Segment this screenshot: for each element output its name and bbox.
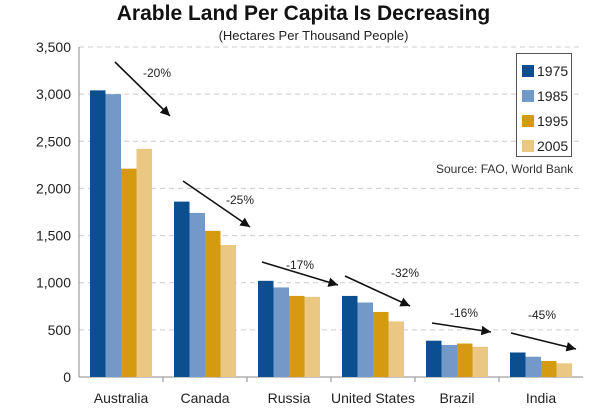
y-tick-label: 2,500 [36,133,71,149]
bar-russia-1985 [273,287,289,377]
bar-united-states-1975 [342,295,358,377]
y-tick-label: 500 [48,322,72,338]
bar-united-states-2005 [388,321,404,377]
bar-united-states-1995 [373,311,389,377]
bar-russia-1975 [258,280,274,377]
bar-india-1985 [525,356,541,377]
y-tick-label: 3,000 [36,86,71,102]
legend-item: 1985 [522,83,571,108]
bar-brazil-1995 [457,343,473,377]
bar-australia-1985 [105,94,121,378]
legend-swatch [522,139,534,152]
bar-russia-2005 [304,296,320,377]
bar-united-states-1985 [357,302,373,377]
bar-india-2005 [556,363,572,377]
trend-arrow [261,261,339,287]
x-tick-label: India [526,390,557,406]
bar-australia-1975 [90,90,106,377]
bar-russia-1995 [289,295,305,377]
bar-india-1995 [541,360,557,377]
bar-canada-1995 [205,230,221,377]
trend-arrow [182,180,251,228]
legend-item: 1975 [522,58,571,83]
legend-label: 1985 [537,87,569,104]
y-tick-label: 2,000 [36,180,71,196]
chart-subtitle: (Hectares Per Thousand People) [218,28,409,43]
trend-arrow [114,61,171,117]
legend-item: 1995 [522,108,571,133]
percent-change-label: -45% [528,308,556,322]
bar-australia-2005 [136,148,152,377]
bar-canada-1985 [189,212,205,377]
percent-change-label: -32% [391,266,419,280]
bar-india-1975 [510,352,526,377]
x-tick-label: Australia [94,390,149,406]
bar-canada-2005 [220,245,236,377]
x-tick-label: Russia [268,390,311,406]
y-tick-label: 1,000 [36,275,71,291]
y-tick-label: 0 [63,369,71,385]
x-tick-label: Canada [180,390,229,406]
percent-change-label: -16% [450,306,478,320]
legend-swatch [522,114,534,127]
legend-label: 1995 [537,112,569,129]
bar-brazil-2005 [472,346,488,377]
x-tick-label: Brazil [439,390,474,406]
legend-swatch [522,89,534,102]
bar-australia-1995 [121,168,137,377]
legend-label: 1975 [537,62,569,79]
y-tick-label: 1,500 [36,228,71,244]
chart-title: Arable Land Per Capita Is Decreasing [116,2,491,25]
trend-arrow [344,275,411,307]
y-tick-label: 3,500 [36,39,71,55]
x-tick-label: United States [331,390,415,406]
legend-swatch [522,64,534,77]
bar-brazil-1975 [426,340,442,377]
percent-change-label: -20% [143,66,171,80]
bar-canada-1975 [174,201,190,377]
trend-arrow [431,322,492,336]
source-note: Source: FAO, World Bank [436,162,574,176]
trend-arrow [510,332,577,352]
bar-brazil-1985 [441,344,457,377]
percent-change-label: -25% [226,193,254,207]
legend-label: 2005 [537,137,569,154]
percent-change-label: -17% [286,258,314,272]
legend: 1975 1985 1995 2005 [516,53,572,157]
legend-item: 2005 [522,133,571,158]
